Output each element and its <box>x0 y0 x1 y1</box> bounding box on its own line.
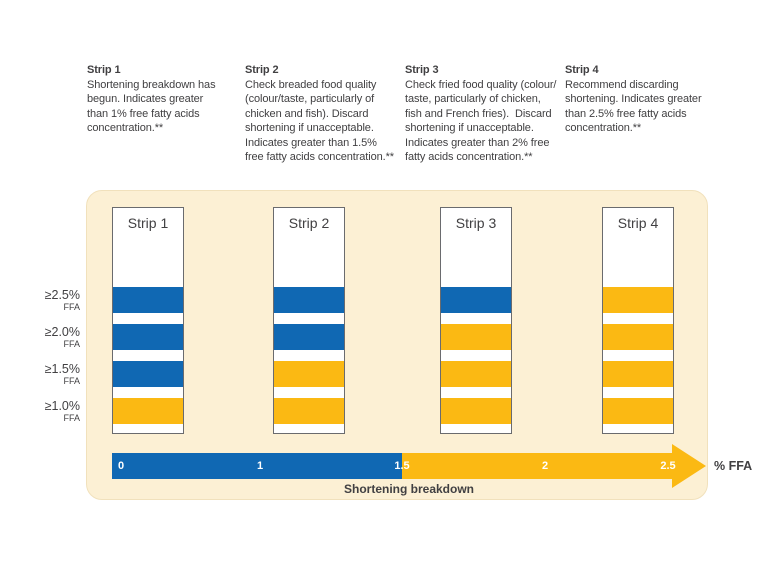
ffa-threshold-label-1.5: ≥1.5% FFA <box>20 363 80 386</box>
strip-card-label: Strip 2 <box>288 215 330 231</box>
ffa-threshold-value: ≥1.5% <box>44 362 80 376</box>
strip-3-description-heading: Strip 3 <box>405 64 439 76</box>
strip-card-4: Strip 4 <box>602 207 674 434</box>
strip-1-description: Strip 1 Shortening breakdown has begun. I… <box>87 63 216 136</box>
ffa-scale-tick-2: 2 <box>541 460 549 472</box>
ffa-threshold-value: ≥2.0% <box>44 325 80 339</box>
ffa-scale-tick-0: 0 <box>117 460 125 472</box>
strip-band <box>274 324 344 350</box>
strip-2-description-body: Check breaded food quality (colour/taste… <box>245 78 394 164</box>
strip-band <box>113 287 183 313</box>
strip-band <box>441 398 511 424</box>
strip-band <box>274 287 344 313</box>
ffa-scale-unit-label: % FFA <box>714 459 753 473</box>
strip-card-label: Strip 4 <box>617 215 659 231</box>
strip-card-label: Strip 1 <box>127 215 169 231</box>
ffa-scale-caption: Shortening breakdown <box>343 482 474 496</box>
strip-band <box>113 361 183 387</box>
strip-band <box>274 398 344 424</box>
ffa-threshold-value: ≥2.5% <box>44 288 80 302</box>
strip-card-label: Strip 3 <box>455 215 497 231</box>
ffa-threshold-unit: FFA <box>63 301 80 312</box>
ffa-threshold-label-2.5: ≥2.5% FFA <box>20 289 80 312</box>
ffa-threshold-label-2.0: ≥2.0% FFA <box>20 326 80 349</box>
ffa-scale-tick-1: 1 <box>256 460 264 472</box>
strip-band <box>603 324 673 350</box>
ffa-threshold-value: ≥1.0% <box>44 399 80 413</box>
ffa-threshold-unit: FFA <box>63 375 80 386</box>
strip-band <box>113 398 183 424</box>
strip-3-description-body: Check fried food quality (colour/ taste,… <box>405 78 557 164</box>
strip-2-description: Strip 2 Check breaded food quality (colou… <box>245 63 394 165</box>
ffa-threshold-unit: FFA <box>63 338 80 349</box>
ffa-scale-arrowhead-icon <box>672 444 706 488</box>
strip-card-2: Strip 2 <box>273 207 345 434</box>
strip-band <box>603 287 673 313</box>
ffa-scale-tick-1.5: 1.5 <box>394 460 410 472</box>
ffa-scale-blue-segment <box>112 453 402 479</box>
strip-band <box>441 287 511 313</box>
strip-1-description-heading: Strip 1 <box>87 64 121 76</box>
strip-1-description-body: Shortening breakdown has begun. Indicate… <box>87 78 216 135</box>
ffa-threshold-label-1.0: ≥1.0% FFA <box>20 400 80 423</box>
strip-4-description-heading: Strip 4 <box>565 64 599 76</box>
strip-band <box>113 324 183 350</box>
strip-2-description-heading: Strip 2 <box>245 64 279 76</box>
strip-4-description-body: Recommend discarding shortening. Indicat… <box>565 78 702 135</box>
strip-band <box>603 398 673 424</box>
ffa-scale-tick-2.5: 2.5 <box>660 460 676 472</box>
strip-card-1: Strip 1 <box>112 207 184 434</box>
strip-band <box>441 324 511 350</box>
ffa-scale-yellow-segment <box>402 453 672 479</box>
strip-band <box>274 361 344 387</box>
strip-3-description: Strip 3 Check fried food quality (colour/… <box>405 63 556 165</box>
strip-band <box>441 361 511 387</box>
strip-4-description: Strip 4 Recommend discarding shortening. … <box>565 63 702 136</box>
ffa-threshold-unit: FFA <box>63 412 80 423</box>
strip-band <box>603 361 673 387</box>
strip-card-3: Strip 3 <box>440 207 512 434</box>
